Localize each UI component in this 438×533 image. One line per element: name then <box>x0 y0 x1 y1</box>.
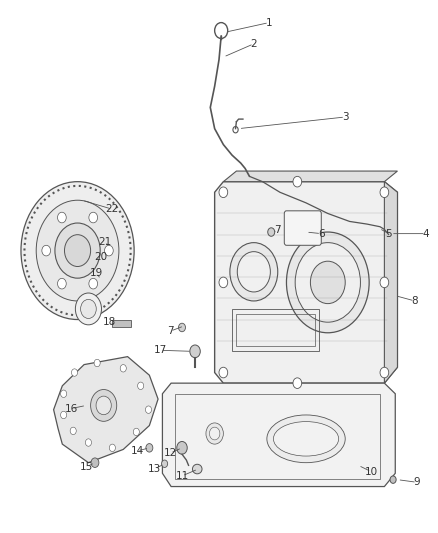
Polygon shape <box>162 383 395 487</box>
Text: 16: 16 <box>64 403 78 414</box>
Circle shape <box>57 212 66 223</box>
Circle shape <box>209 427 220 440</box>
Circle shape <box>219 367 228 378</box>
Text: 21: 21 <box>99 237 112 247</box>
Text: 19: 19 <box>90 268 103 278</box>
Circle shape <box>233 126 238 133</box>
Text: 15: 15 <box>80 462 93 472</box>
Bar <box>176 394 380 479</box>
Circle shape <box>110 444 116 451</box>
Circle shape <box>380 367 389 378</box>
Text: 6: 6 <box>318 229 325 239</box>
Circle shape <box>42 245 50 256</box>
Circle shape <box>71 369 78 376</box>
Circle shape <box>120 365 126 372</box>
Circle shape <box>146 443 153 452</box>
Text: 10: 10 <box>365 467 378 477</box>
Ellipse shape <box>192 464 202 474</box>
Text: 20: 20 <box>94 252 107 262</box>
Bar <box>237 314 315 346</box>
Circle shape <box>133 428 139 435</box>
Text: 7: 7 <box>167 326 173 336</box>
FancyBboxPatch shape <box>284 211 321 245</box>
Circle shape <box>293 378 302 389</box>
Circle shape <box>295 243 360 322</box>
Text: 13: 13 <box>148 464 161 474</box>
Circle shape <box>145 406 152 414</box>
Circle shape <box>190 345 200 358</box>
Polygon shape <box>215 182 397 383</box>
Text: 9: 9 <box>414 477 420 487</box>
Text: 22: 22 <box>106 204 119 214</box>
Circle shape <box>177 441 187 454</box>
Ellipse shape <box>267 415 345 463</box>
Circle shape <box>162 460 168 467</box>
Circle shape <box>60 390 67 398</box>
Ellipse shape <box>273 422 339 456</box>
Text: 2: 2 <box>251 39 257 49</box>
Text: 14: 14 <box>131 446 144 456</box>
Circle shape <box>85 439 92 446</box>
Text: 1: 1 <box>266 18 272 28</box>
Polygon shape <box>385 182 397 383</box>
Circle shape <box>311 261 345 304</box>
Text: 4: 4 <box>422 229 429 239</box>
Circle shape <box>219 277 228 288</box>
Text: 11: 11 <box>175 471 189 481</box>
Circle shape <box>179 323 185 332</box>
Circle shape <box>94 359 100 367</box>
FancyBboxPatch shape <box>112 319 131 327</box>
Circle shape <box>138 382 144 390</box>
Circle shape <box>230 243 278 301</box>
Ellipse shape <box>96 396 111 415</box>
Circle shape <box>286 232 369 333</box>
Text: 3: 3 <box>342 112 349 122</box>
Circle shape <box>36 200 119 301</box>
Circle shape <box>75 293 102 325</box>
Circle shape <box>380 277 389 288</box>
Bar <box>232 309 319 351</box>
Polygon shape <box>223 171 397 182</box>
Circle shape <box>219 187 228 198</box>
Text: 18: 18 <box>102 317 116 327</box>
Circle shape <box>81 300 96 318</box>
Polygon shape <box>53 357 158 463</box>
Circle shape <box>60 411 67 419</box>
Circle shape <box>70 427 76 434</box>
Circle shape <box>268 228 275 236</box>
Text: 5: 5 <box>385 229 392 239</box>
Circle shape <box>64 235 91 266</box>
Circle shape <box>55 223 100 278</box>
Circle shape <box>57 278 66 289</box>
Circle shape <box>293 176 302 187</box>
Circle shape <box>21 182 134 319</box>
Text: 8: 8 <box>412 296 418 306</box>
Circle shape <box>237 252 270 292</box>
Text: 17: 17 <box>154 345 167 356</box>
Circle shape <box>91 458 99 467</box>
Circle shape <box>105 245 113 256</box>
Circle shape <box>390 476 396 483</box>
Circle shape <box>368 222 379 235</box>
Ellipse shape <box>91 390 117 421</box>
Circle shape <box>380 187 389 198</box>
Circle shape <box>206 423 223 444</box>
Text: 12: 12 <box>164 448 177 458</box>
Circle shape <box>89 212 98 223</box>
Circle shape <box>89 278 98 289</box>
Text: 7: 7 <box>275 225 281 236</box>
